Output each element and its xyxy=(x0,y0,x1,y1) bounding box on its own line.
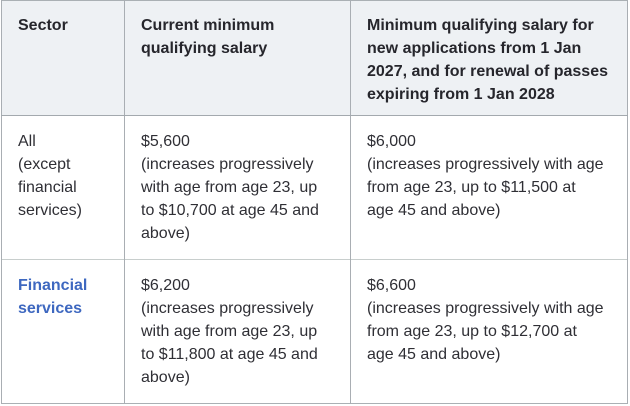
new-salary-cell: $6,600 (increases progressively with age… xyxy=(350,259,628,404)
new-salary-note: (increases progressively with age from a… xyxy=(367,300,604,363)
new-salary-value: $6,000 xyxy=(367,133,416,150)
table-row: Financial services $6,200 (increases pro… xyxy=(1,259,628,404)
financial-services-link[interactable]: Financial services xyxy=(18,277,88,317)
current-salary-value: $6,200 xyxy=(141,277,190,294)
current-salary-cell: $5,600 (increases progressively with age… xyxy=(124,115,351,260)
sector-cell: Financial services xyxy=(1,259,125,404)
sector-label: All (except financial services) xyxy=(18,133,83,219)
sector-cell: All (except financial services) xyxy=(1,115,125,260)
header-sector: Sector xyxy=(1,0,125,116)
new-salary-note: (increases progressively with age from a… xyxy=(367,156,604,219)
new-salary-value: $6,600 xyxy=(367,277,416,294)
table-row: All (except financial services) $5,600 (… xyxy=(1,115,628,260)
current-salary-note: (increases progressively with age from a… xyxy=(141,156,319,242)
current-salary-cell: $6,200 (increases progressively with age… xyxy=(124,259,351,404)
header-current-salary: Current minimum qualifying salary xyxy=(124,0,351,116)
current-salary-value: $5,600 xyxy=(141,133,190,150)
header-new-salary: Minimum qualifying salary for new applic… xyxy=(350,0,628,116)
current-salary-note: (increases progressively with age from a… xyxy=(141,300,318,386)
new-salary-cell: $6,000 (increases progressively with age… xyxy=(350,115,628,260)
header-row: Sector Current minimum qualifying salary… xyxy=(1,0,628,116)
